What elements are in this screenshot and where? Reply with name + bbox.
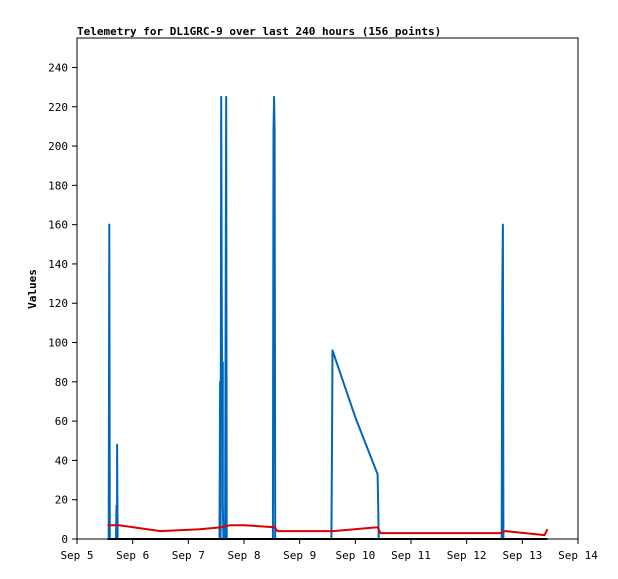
x-axis: Sep 5 Sep 6 Sep 7 Sep 8 Sep 9 Sep 10 Sep 11 Sep…	[60, 539, 598, 562]
chart-title: Telemetry for DL1GRC-9 over last 240 hou…	[77, 25, 441, 38]
y-tick-label: 80	[55, 376, 68, 389]
y-tick-label: 0	[61, 533, 68, 546]
y-axis: 0 20 40 60 80 100 120 140 160 180 200 220 240	[48, 61, 77, 546]
x-tick-label: Sep 12	[447, 549, 487, 562]
series-line-2	[107, 524, 549, 537]
y-tick-label: 220	[48, 101, 68, 114]
y-tick-label: 120	[48, 297, 68, 310]
x-tick-label: Sep 9	[283, 549, 316, 562]
x-tick-label: Sep 13	[502, 549, 542, 562]
x-tick-label: Sep 5	[60, 549, 93, 562]
y-tick-label: 140	[48, 258, 68, 271]
x-tick-label: Sep 14	[558, 549, 598, 562]
y-tick-label: 100	[48, 337, 68, 350]
y-tick-label: 240	[48, 61, 68, 74]
series-line-1	[107, 95, 505, 540]
x-tick-label: Sep 11	[391, 549, 431, 562]
y-tick-label: 20	[55, 494, 68, 507]
y-tick-label: 60	[55, 415, 68, 428]
x-tick-label: Sep 10	[335, 549, 375, 562]
y-tick-label: 40	[55, 454, 68, 467]
series-layer	[107, 95, 549, 540]
y-tick-label: 160	[48, 219, 68, 232]
y-tick-label: 180	[48, 179, 68, 192]
y-axis-label: Values	[26, 269, 39, 309]
x-tick-label: Sep 6	[116, 549, 149, 562]
x-tick-label: Sep 7	[172, 549, 205, 562]
x-tick-label: Sep 8	[227, 549, 260, 562]
y-tick-label: 200	[48, 140, 68, 153]
